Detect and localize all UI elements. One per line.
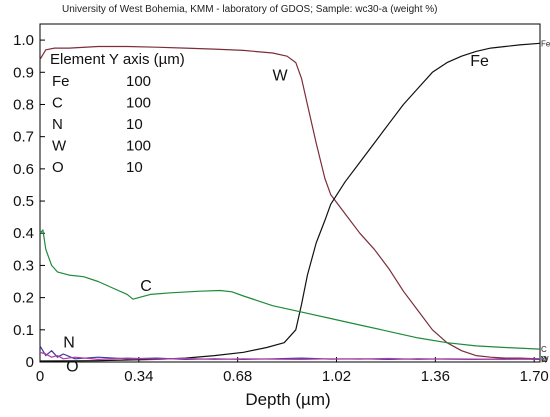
series-annotation: N xyxy=(63,335,75,352)
series-line-w xyxy=(39,45,541,360)
legend-value: 10 xyxy=(126,159,143,176)
x-tick-label: 0.34 xyxy=(124,368,153,385)
legend-element: O xyxy=(52,159,64,176)
series-annotation: W xyxy=(273,67,289,84)
y-tick-label: 0.2 xyxy=(13,290,34,307)
x-tick-label: 1.02 xyxy=(322,368,351,385)
legend-value: 100 xyxy=(126,138,151,155)
legend-element: Fe xyxy=(52,73,70,90)
plot-frame xyxy=(39,23,541,363)
x-tick-label: 1.70 xyxy=(520,368,549,385)
annotation-layer: Fe W C NO xyxy=(63,53,489,376)
y-tick-label: 0.9 xyxy=(13,64,34,81)
series-annotation: C xyxy=(140,278,152,295)
y-tick-label: 0.4 xyxy=(13,225,34,242)
edge-label-layer: W Fe CNO xyxy=(541,39,550,364)
edge-label-c: C xyxy=(541,345,547,354)
x-axis-title: Depth (µm) xyxy=(245,390,330,409)
x-tick-label: 0 xyxy=(36,368,44,385)
series-line-c xyxy=(39,229,541,350)
series-annotation: Fe xyxy=(470,53,489,70)
y-tick-label: 0.7 xyxy=(13,129,34,146)
series-annotation: O xyxy=(66,359,78,376)
legend-value: 100 xyxy=(126,73,151,90)
legend-element: C xyxy=(52,95,63,112)
edge-label-fe: Fe xyxy=(541,39,550,48)
x-tick-label: 1.36 xyxy=(421,368,450,385)
y-tick-label: 0.1 xyxy=(13,322,34,339)
y-tick-label: 0.5 xyxy=(13,193,34,210)
legend-table: Element Y axis (µm) Fe 100 C 100 N 10 W 100 O 10 xyxy=(50,51,185,176)
y-tick-label: 0.3 xyxy=(13,257,34,274)
legend-element: W xyxy=(52,138,67,155)
edge-label-n: N xyxy=(541,355,547,364)
legend-element: N xyxy=(52,116,63,133)
x-tick-label: 0.68 xyxy=(223,368,252,385)
x-axis-ticks: 0 0.34 0.68 1.02 1.36 1.70 xyxy=(36,357,549,385)
legend-value: 100 xyxy=(126,95,151,112)
edge-label-w: W xyxy=(541,355,549,364)
edge-label-o: O xyxy=(541,355,547,364)
series-line-o xyxy=(39,351,541,360)
y-tick-label: 0.6 xyxy=(13,161,34,178)
series-layer xyxy=(39,42,541,362)
series-line-fe xyxy=(39,42,541,362)
y-tick-label: 0 xyxy=(26,354,34,371)
y-tick-label: 1.0 xyxy=(13,32,34,49)
legend-rows: Fe 100 C 100 N 10 W 100 O 10 xyxy=(52,73,151,176)
y-axis-ticks: 0 0.1 0.2 0.3 0.4 0.5 0.6 0.7 0.8 0.9 1.0 xyxy=(13,32,45,371)
series-line-n xyxy=(39,345,541,360)
y-tick-label: 0.8 xyxy=(13,96,34,113)
legend-title: Element Y axis (µm) xyxy=(50,51,185,68)
legend-value: 10 xyxy=(126,116,143,133)
chart-header: University of West Bohemia, KMM - labora… xyxy=(62,4,438,15)
